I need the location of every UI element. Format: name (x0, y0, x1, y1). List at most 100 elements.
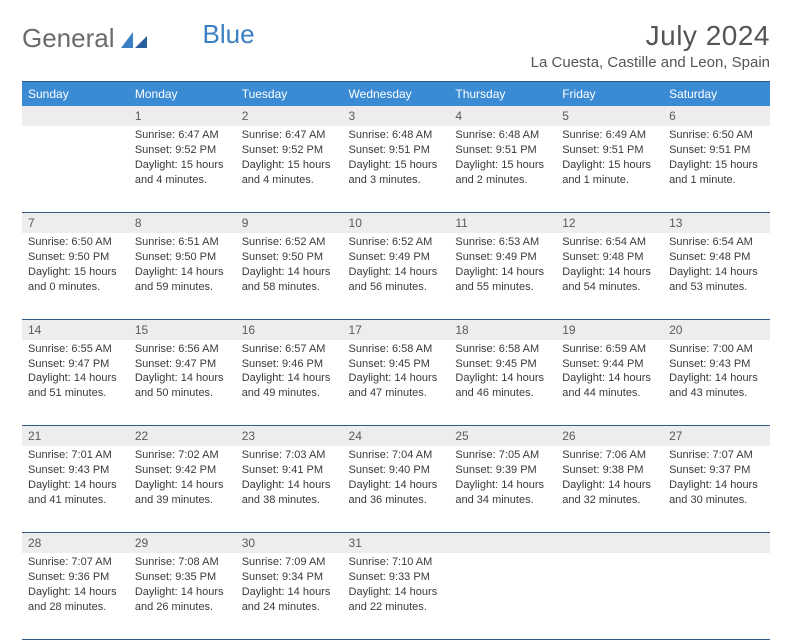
sunset-line: Sunset: 9:35 PM (135, 571, 216, 583)
daylight-line: Daylight: 14 hours and 24 minutes. (242, 586, 331, 613)
sunset-line: Sunset: 9:50 PM (135, 251, 216, 263)
day-number-cell (556, 532, 663, 553)
day-content-cell: Sunrise: 7:07 AMSunset: 9:37 PMDaylight:… (663, 446, 770, 532)
sunset-line: Sunset: 9:52 PM (135, 144, 216, 156)
day-number-cell: 10 (343, 212, 450, 233)
day-number-cell: 15 (129, 319, 236, 340)
day-number-cell: 17 (343, 319, 450, 340)
daylight-line: Daylight: 14 hours and 56 minutes. (349, 266, 438, 293)
day-content-cell: Sunrise: 7:02 AMSunset: 9:42 PMDaylight:… (129, 446, 236, 532)
sunrise-line: Sunrise: 6:50 AM (28, 236, 112, 248)
day-content-cell (556, 553, 663, 639)
daylight-line: Daylight: 14 hours and 36 minutes. (349, 479, 438, 506)
sunrise-line: Sunrise: 6:49 AM (562, 129, 646, 141)
logo-text-gray: General (22, 23, 115, 54)
sunrise-line: Sunrise: 6:58 AM (349, 343, 433, 355)
sunrise-line: Sunrise: 6:54 AM (669, 236, 753, 248)
daylight-line: Daylight: 14 hours and 26 minutes. (135, 586, 224, 613)
day-content-cell (22, 126, 129, 212)
day-number-row: 21222324252627 (22, 426, 770, 447)
sunrise-line: Sunrise: 7:07 AM (669, 449, 753, 461)
day-number-row: 28293031 (22, 532, 770, 553)
day-number-cell: 29 (129, 532, 236, 553)
sunset-line: Sunset: 9:51 PM (669, 144, 750, 156)
weekday-header: Tuesday (236, 82, 343, 107)
day-content-cell: Sunrise: 7:01 AMSunset: 9:43 PMDaylight:… (22, 446, 129, 532)
daylight-line: Daylight: 15 hours and 1 minute. (669, 159, 758, 186)
sunset-line: Sunset: 9:34 PM (242, 571, 323, 583)
sunrise-line: Sunrise: 6:52 AM (242, 236, 326, 248)
day-content-row: Sunrise: 6:50 AM Sunset: 9:50 PM Daylight:… (22, 233, 770, 319)
sunset-line: Sunset: 9:42 PM (135, 464, 216, 476)
daylight-line: Daylight: 14 hours and 46 minutes. (455, 372, 544, 399)
daylight-line: Daylight: 14 hours and 49 minutes. (242, 372, 331, 399)
day-content-cell: Sunrise: 6:51 AMSunset: 9:50 PMDaylight:… (129, 233, 236, 319)
sunset-line: Sunset: 9:47 PM (135, 358, 216, 370)
day-content-cell: Sunrise: 7:04 AMSunset: 9:40 PMDaylight:… (343, 446, 450, 532)
day-number-cell: 20 (663, 319, 770, 340)
sunrise-line: Sunrise: 7:05 AM (455, 449, 539, 461)
weekday-header: Thursday (449, 82, 556, 107)
day-number-cell (663, 532, 770, 553)
day-number-cell: 18 (449, 319, 556, 340)
sunrise-line: Sunrise: 6:47 AM (242, 129, 326, 141)
weekday-header: Wednesday (343, 82, 450, 107)
sunset-line: Sunset: 9:48 PM (669, 251, 750, 263)
daylight-line: Daylight: 14 hours and 32 minutes. (562, 479, 651, 506)
logo-sail-icon (121, 26, 149, 57)
day-content-cell: Sunrise: 6:50 AM Sunset: 9:51 PM Daylight:… (663, 126, 770, 212)
daylight-line: Daylight: 15 hours and 4 minutes. (135, 159, 224, 186)
day-number-cell: 1 (129, 106, 236, 126)
title-block: July 2024 La Cuesta, Castille and Leon, … (531, 20, 770, 71)
day-content-cell (663, 553, 770, 639)
day-content-cell: Sunrise: 6:56 AMSunset: 9:47 PMDaylight:… (129, 340, 236, 426)
daylight-line: Daylight: 14 hours and 55 minutes. (455, 266, 544, 293)
sunrise-line: Sunrise: 7:08 AM (135, 556, 219, 568)
sunrise-line: Sunrise: 6:47 AM (135, 129, 219, 141)
daylight-line: Daylight: 15 hours and 3 minutes. (349, 159, 438, 186)
day-content-cell: Sunrise: 6:58 AMSunset: 9:45 PMDaylight:… (343, 340, 450, 426)
daylight-line: Daylight: 15 hours and 0 minutes. (28, 266, 117, 293)
sunrise-line: Sunrise: 6:50 AM (669, 129, 753, 141)
day-number-cell: 12 (556, 212, 663, 233)
sunset-line: Sunset: 9:39 PM (455, 464, 536, 476)
day-number-cell: 30 (236, 532, 343, 553)
weekday-header-row: SundayMondayTuesdayWednesdayThursdayFrid… (22, 82, 770, 107)
sunset-line: Sunset: 9:47 PM (28, 358, 109, 370)
sunrise-line: Sunrise: 6:48 AM (455, 129, 539, 141)
sunrise-line: Sunrise: 6:59 AM (562, 343, 646, 355)
sunrise-line: Sunrise: 7:01 AM (28, 449, 112, 461)
daylight-line: Daylight: 15 hours and 4 minutes. (242, 159, 331, 186)
day-number-cell: 8 (129, 212, 236, 233)
day-number-cell: 19 (556, 319, 663, 340)
day-content-cell: Sunrise: 7:00 AMSunset: 9:43 PMDaylight:… (663, 340, 770, 426)
sunrise-line: Sunrise: 7:09 AM (242, 556, 326, 568)
sunrise-line: Sunrise: 6:57 AM (242, 343, 326, 355)
day-content-cell: Sunrise: 6:55 AMSunset: 9:47 PMDaylight:… (22, 340, 129, 426)
sunset-line: Sunset: 9:38 PM (562, 464, 643, 476)
sunset-line: Sunset: 9:51 PM (455, 144, 536, 156)
sunset-line: Sunset: 9:44 PM (562, 358, 643, 370)
weekday-header: Saturday (663, 82, 770, 107)
day-content-cell (449, 553, 556, 639)
sunset-line: Sunset: 9:51 PM (562, 144, 643, 156)
day-content-cell: Sunrise: 7:05 AMSunset: 9:39 PMDaylight:… (449, 446, 556, 532)
sunrise-line: Sunrise: 6:54 AM (562, 236, 646, 248)
sunset-line: Sunset: 9:46 PM (242, 358, 323, 370)
daylight-line: Daylight: 15 hours and 2 minutes. (455, 159, 544, 186)
daylight-line: Daylight: 14 hours and 22 minutes. (349, 586, 438, 613)
day-content-cell: Sunrise: 7:06 AMSunset: 9:38 PMDaylight:… (556, 446, 663, 532)
day-number-cell: 16 (236, 319, 343, 340)
sunrise-line: Sunrise: 6:51 AM (135, 236, 219, 248)
day-number-cell: 13 (663, 212, 770, 233)
sunrise-line: Sunrise: 6:58 AM (455, 343, 539, 355)
day-number-cell: 25 (449, 426, 556, 447)
day-number-cell: 4 (449, 106, 556, 126)
day-content-cell: Sunrise: 6:59 AMSunset: 9:44 PMDaylight:… (556, 340, 663, 426)
day-content-cell: Sunrise: 6:52 AMSunset: 9:49 PMDaylight:… (343, 233, 450, 319)
sunset-line: Sunset: 9:49 PM (455, 251, 536, 263)
day-content-cell: Sunrise: 6:47 AMSunset: 9:52 PMDaylight:… (236, 126, 343, 212)
sunset-line: Sunset: 9:49 PM (349, 251, 430, 263)
day-number-cell: 9 (236, 212, 343, 233)
daylight-line: Daylight: 15 hours and 1 minute. (562, 159, 651, 186)
